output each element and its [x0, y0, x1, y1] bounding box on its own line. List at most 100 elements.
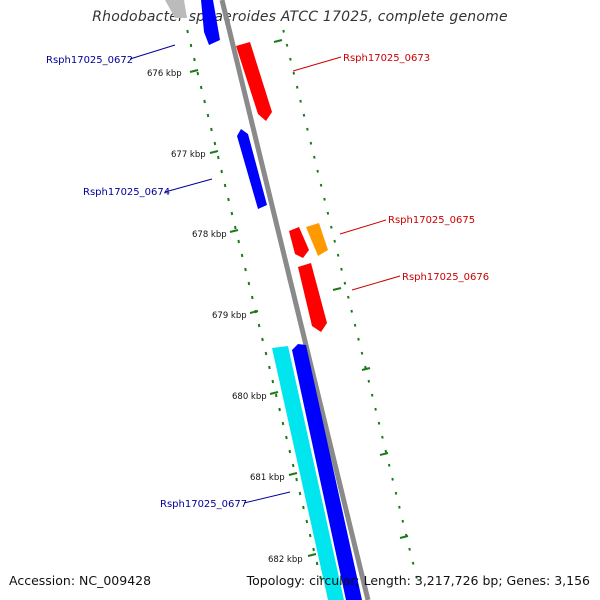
ruler-dot — [384, 449, 388, 453]
ruler-dot — [203, 99, 206, 104]
ruler-dot — [302, 505, 305, 510]
gene-rsph17025-0677-cyan[interactable] — [272, 346, 344, 600]
ruler-dot — [370, 393, 374, 397]
ruler-dot — [244, 267, 247, 272]
ruler-dot — [377, 421, 381, 425]
ruler-dot — [353, 323, 357, 327]
ruler-dot — [315, 561, 319, 566]
gene-rsph17025-0672[interactable] — [201, 0, 220, 45]
ruler-dot — [274, 393, 278, 398]
label-rsph17025-0672[interactable]: Rsph17025_0672 — [46, 55, 133, 66]
gene-rsph17025-0675[interactable] — [289, 227, 309, 258]
ruler-dot — [415, 575, 418, 579]
ruler-dot — [234, 225, 237, 230]
ruler-dot — [189, 43, 193, 48]
ruler-dot — [312, 547, 315, 552]
ruler-dot — [291, 463, 295, 468]
ruler-tick-679: 679 kbp — [212, 310, 259, 321]
gene-blue-long[interactable] — [292, 344, 362, 600]
ruler-dot — [240, 253, 244, 258]
ruler-dot — [288, 449, 292, 454]
label-rsph17025-0677[interactable]: Rsph17025_0677 — [160, 499, 247, 510]
ruler-label-680: 680 kbp — [232, 392, 267, 402]
accession-text: Accession: NC_009428 — [9, 573, 152, 588]
ruler-dot — [264, 351, 268, 356]
ruler-dot — [193, 57, 196, 62]
ruler-dot — [237, 239, 240, 244]
ruler-dot — [336, 253, 340, 257]
ruler-label-682: 682 kbp — [268, 555, 303, 565]
label-rsph17025-0674[interactable]: Rsph17025_0674 — [83, 187, 170, 198]
ruler-dot — [278, 407, 281, 412]
ruler-dot — [319, 575, 322, 580]
ruler-dot — [306, 127, 309, 131]
ruler-dot — [230, 211, 234, 216]
ruler-dot — [340, 267, 343, 271]
ruler-dot — [247, 281, 251, 286]
ruler-tick-682: 682 kbp — [268, 553, 317, 565]
gene-rsph17025-0676[interactable] — [298, 263, 327, 332]
ruler-dot — [251, 295, 254, 300]
ruler-dot — [330, 225, 333, 229]
ruler-dot — [298, 491, 302, 496]
ruler-dot — [333, 239, 336, 243]
ruler-dot — [186, 29, 189, 34]
ruler-tick-677: 677 kbp — [171, 150, 219, 160]
ruler-dot — [305, 519, 309, 524]
ruler-dot — [268, 365, 271, 370]
ruler-dot — [295, 85, 299, 89]
ruler-dot — [217, 155, 220, 160]
ruler-dot — [289, 57, 292, 61]
ruler-dot — [213, 141, 217, 146]
ruler-dot — [323, 197, 326, 201]
ruler-dot — [401, 519, 405, 523]
ruler-dot — [271, 379, 275, 384]
callout-line-0675 — [339, 219, 387, 235]
ruler-label-677: 677 kbp — [171, 150, 206, 160]
ruler-dot — [343, 281, 347, 285]
ruler-dot — [381, 435, 384, 439]
callout-line-0677 — [243, 491, 291, 504]
callout-line-0672 — [129, 44, 176, 60]
ruler-dot — [411, 561, 415, 565]
ruler-dot — [360, 351, 364, 355]
ruler-dot — [408, 547, 411, 551]
label-rsph17025-0676[interactable]: Rsph17025_0676 — [402, 272, 489, 283]
ruler-dot — [210, 127, 213, 132]
ruler-label-676: 676 kbp — [147, 69, 182, 79]
ruler-dot — [308, 533, 312, 538]
genome-title: Rhodobacter sphaeroides ATCC 17025, comp… — [92, 9, 508, 25]
gene-gray-partial[interactable] — [165, 0, 187, 18]
ruler-dot — [227, 197, 230, 202]
gene-rsph17025-0673[interactable] — [236, 42, 272, 121]
ruler-tick-678: 678 kbp — [192, 229, 239, 240]
genome-backbone — [219, 0, 371, 600]
ruler-dot — [391, 477, 394, 481]
ruler-dot-tracks — [186, 29, 418, 580]
ruler-dot — [285, 435, 288, 440]
callout-line-0673 — [292, 56, 342, 72]
ruler-label-681: 681 kbp — [250, 473, 285, 483]
ruler-dot — [292, 71, 296, 75]
callout-line-0676 — [351, 275, 401, 291]
ruler-dot — [309, 141, 313, 145]
ruler-dot — [285, 43, 289, 47]
ruler-label-679: 679 kbp — [212, 311, 247, 321]
gene-rsph17025-0674[interactable] — [237, 129, 267, 209]
ruler-dot — [374, 407, 377, 411]
gene-rsph17025-0675-orange[interactable] — [306, 223, 328, 256]
ruler-dot — [387, 463, 391, 467]
callout-line-0674 — [164, 178, 213, 193]
ruler-dot — [196, 71, 200, 76]
ruler-dot — [199, 85, 203, 90]
ruler-dot — [302, 113, 306, 117]
label-rsph17025-0673[interactable]: Rsph17025_0673 — [343, 53, 430, 64]
ruler-tick-681: 681 kbp — [250, 472, 298, 483]
ruler-label-678: 678 kbp — [192, 230, 227, 240]
ruler-dot — [313, 155, 316, 159]
ruler-dot — [367, 379, 371, 383]
ruler-tick-680: 680 kbp — [232, 391, 279, 402]
label-rsph17025-0675[interactable]: Rsph17025_0675 — [388, 215, 475, 226]
ruler-dot — [281, 421, 285, 426]
